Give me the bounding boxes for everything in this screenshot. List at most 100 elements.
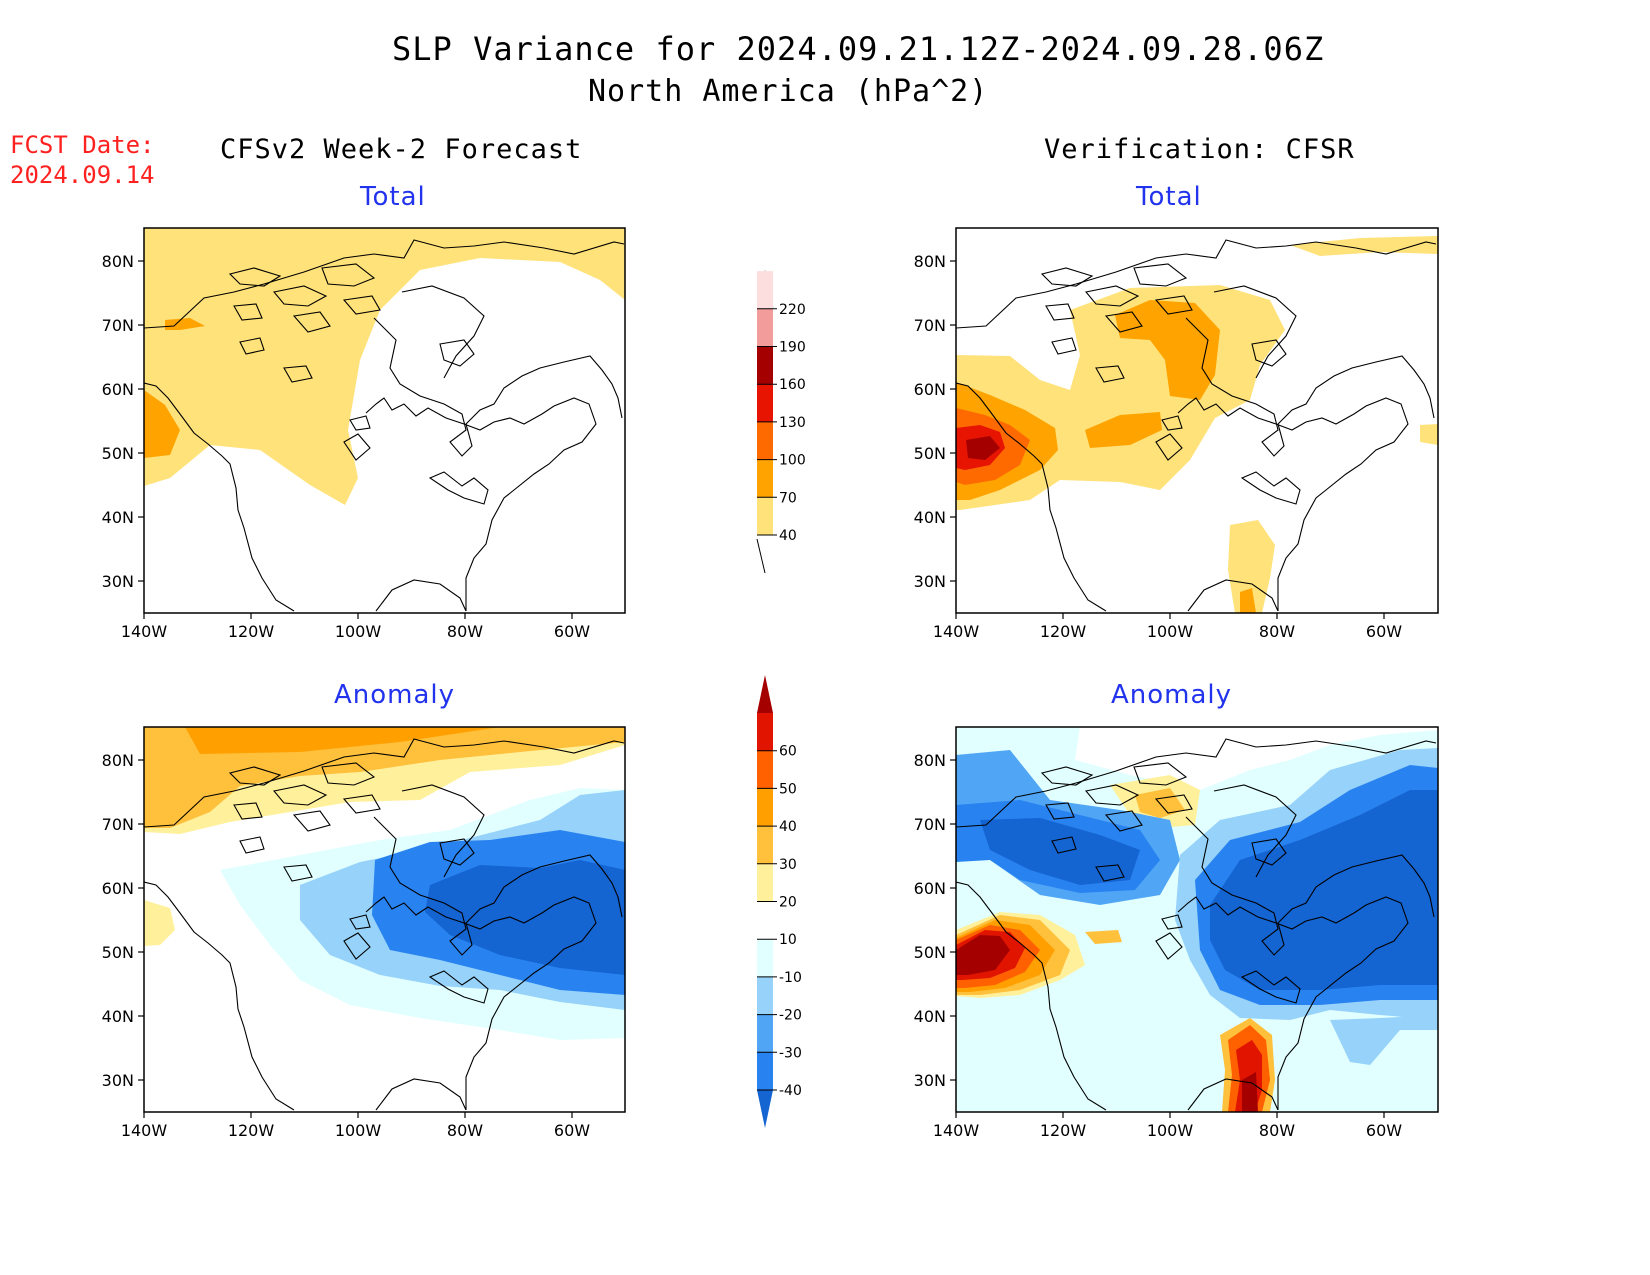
verification-total-map (956, 228, 1438, 613)
colorbar-anomaly-label: 40 (779, 819, 797, 835)
colorbar-total-label: 160 (779, 377, 806, 393)
colorbar-anomaly-swatch (757, 939, 773, 977)
lat-tick-label: 60N (914, 879, 946, 898)
lat-tick-label: 40N (914, 508, 946, 527)
lat-tick-label: 50N (914, 943, 946, 962)
colorbar-anomaly-swatch (757, 826, 773, 864)
lon-tick-label: 60W (1366, 622, 1402, 641)
lat-tick-label: 40N (102, 508, 134, 527)
axes-layer: 80N 70N 60N 50N 40N 30N 140W 120W 100W 80W 60W 80N 7… (102, 252, 1403, 1140)
lon-tick-label: 120W (228, 1121, 275, 1140)
lon-tick-label: 140W (121, 1121, 168, 1140)
lat-tick-label: 60N (914, 380, 946, 399)
verification-anomaly-frame (955, 726, 1439, 1113)
lat-tick-label: 80N (102, 252, 134, 271)
lat-tick-label: 30N (914, 1071, 946, 1090)
colorbar-anomaly-label: 60 (779, 744, 797, 760)
colorbar-total-swatch (757, 346, 773, 385)
lat-tick-label: 40N (102, 1007, 134, 1026)
lat-tick-label: 60N (102, 879, 134, 898)
lat-tick-label: 70N (102, 316, 134, 335)
colorbar-anomaly-label: 50 (779, 781, 797, 797)
colorbar-anomaly-label: -40 (779, 1083, 802, 1099)
lon-tick-label: 80W (447, 1121, 483, 1140)
lat-tick-label: 70N (914, 815, 946, 834)
colorbar-total-swatch (757, 308, 773, 347)
colorbar-anomaly-swatch (757, 1052, 773, 1090)
lon-tick-label: 80W (447, 622, 483, 641)
lat-tick-label: 80N (102, 751, 134, 770)
colorbar-anomaly-label: -10 (779, 970, 802, 986)
colorbar-total-label: 40 (779, 528, 797, 544)
lon-tick-label: 60W (554, 622, 590, 641)
colorbar-anomaly-label: 20 (779, 895, 797, 911)
colorbar-anomaly-top-arrow (757, 675, 773, 713)
lon-tick-label: 60W (1366, 1121, 1402, 1140)
forecast-anomaly-frame (143, 726, 626, 1113)
colorbar-total-swatch (757, 459, 773, 498)
colorbar-anomaly-swatch (757, 976, 773, 1015)
lon-tick-label: 100W (335, 622, 382, 641)
lat-tick-label: 30N (914, 572, 946, 591)
forecast-total-label: Total (360, 182, 426, 212)
verification-total-label: Total (1136, 182, 1202, 212)
colorbar-total-label: 70 (779, 490, 797, 506)
lon-tick-label: 100W (1147, 1121, 1194, 1140)
lat-tick-label: 30N (102, 572, 134, 591)
lat-tick-label: 60N (102, 380, 134, 399)
lat-tick-label: 70N (102, 815, 134, 834)
lat-tick-label: 50N (102, 943, 134, 962)
lon-tick-label: 100W (335, 1121, 382, 1140)
lat-tick-label: 70N (914, 316, 946, 335)
main-subtitle: North America (hPa^2) (588, 74, 989, 109)
fcst-date-label: FCST Date: (10, 131, 155, 159)
main-title: SLP Variance for 2024.09.21.12Z-2024.09.… (392, 30, 1325, 68)
lon-tick-label: 120W (228, 622, 275, 641)
colorbar-total-swatch (757, 271, 773, 309)
lon-tick-label: 60W (554, 1121, 590, 1140)
colorbar-total-label: 190 (779, 340, 806, 356)
colorbar-anomaly-label: 10 (779, 932, 797, 948)
verification-anomaly-map (956, 727, 1438, 1112)
colorbar-anomaly-swatch (757, 713, 773, 751)
forecast-anomaly-map (144, 727, 625, 1112)
colorbar-total-swatch (757, 497, 773, 535)
forecast-column-heading: CFSv2 Week-2 Forecast (220, 134, 583, 165)
lat-tick-label: 50N (102, 444, 134, 463)
verification-column-heading: Verification: CFSR (1044, 134, 1355, 165)
colorbar-total-label: 100 (779, 453, 806, 469)
colorbar-anomaly-label: -30 (779, 1045, 802, 1061)
lon-tick-label: 120W (1040, 1121, 1087, 1140)
colorbar-anomaly-swatch (757, 750, 773, 789)
colorbar-total: 40 70 100 130 160 190 220 (756, 269, 806, 574)
colorbar-total-bottom-end (756, 538, 766, 574)
colorbar-anomaly-bottom-arrow (757, 1090, 773, 1128)
colorbar-anomaly-swatch (757, 863, 773, 902)
colorbar-anomaly-swatch (757, 788, 773, 827)
colorbar-total-swatch (757, 421, 773, 460)
lon-tick-label: 80W (1259, 622, 1295, 641)
lon-tick-label: 140W (933, 1121, 980, 1140)
colorbar-total-swatch (757, 384, 773, 422)
colorbar-anomaly-label: -20 (779, 1008, 802, 1024)
colorbar-anomaly-swatch (757, 901, 773, 940)
lat-tick-label: 80N (914, 252, 946, 271)
lon-tick-label: 120W (1040, 622, 1087, 641)
lon-tick-label: 100W (1147, 622, 1194, 641)
colorbar-anomaly: -40 -30 -20 -10 10 20 30 40 50 60 (757, 675, 802, 1128)
lat-tick-label: 30N (102, 1071, 134, 1090)
fcst-date-value: 2024.09.14 (10, 161, 155, 189)
colorbar-total-label: 130 (779, 415, 806, 431)
colorbar-total-label: 220 (779, 302, 806, 318)
forecast-total-frame (143, 227, 626, 614)
lon-tick-label: 80W (1259, 1121, 1295, 1140)
lon-tick-label: 140W (121, 622, 168, 641)
forecast-anomaly-label: Anomaly (334, 680, 456, 710)
lon-tick-label: 140W (933, 622, 980, 641)
verification-anomaly-label: Anomaly (1111, 680, 1233, 710)
lat-tick-label: 80N (914, 751, 946, 770)
verification-total-frame (955, 227, 1439, 614)
forecast-total-map (144, 228, 625, 613)
lat-tick-label: 40N (914, 1007, 946, 1026)
